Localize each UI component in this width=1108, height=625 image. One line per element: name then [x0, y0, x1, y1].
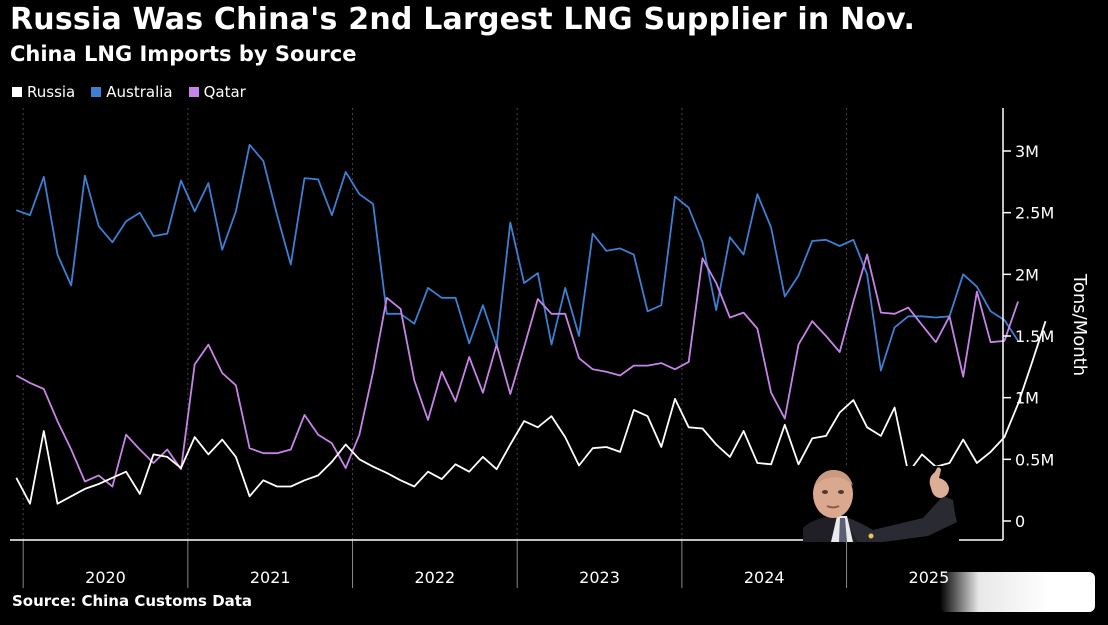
x-tick-label: 2020	[85, 568, 126, 587]
y-tick-label: 0	[1015, 512, 1025, 531]
photo-overlay-strip	[940, 572, 1095, 612]
series-lines	[15, 143, 1047, 505]
legend-label-russia: Russia	[27, 83, 76, 101]
y-tick-label: 2.5M	[1015, 204, 1054, 223]
legend-swatch-russia	[12, 87, 22, 97]
legend-label-australia: Australia	[106, 83, 173, 101]
x-tick-label: 2022	[415, 568, 456, 587]
source-note: Source: China Customs Data	[12, 592, 253, 610]
y-tick-label: 1.5M	[1015, 327, 1054, 346]
person-photo-graphic	[803, 466, 959, 542]
person-photo	[803, 466, 959, 542]
y-axis-title: Tons/Month	[1069, 273, 1090, 376]
series-line-russia[interactable]	[15, 320, 1047, 505]
series-line-australia[interactable]	[15, 143, 1019, 372]
x-tick-label: 2021	[250, 568, 291, 587]
axes: 0 0.5M 1M 1.5M 2M 2.5M 3M 2020 2021 2022 2023 2024 2…	[10, 108, 1090, 588]
chart-title: Russia Was China's 2nd Largest LNG Suppl…	[10, 2, 916, 37]
x-tick-label: 2025	[909, 568, 950, 587]
x-tick-label: 2024	[744, 568, 785, 587]
y-tick-label: 3M	[1015, 142, 1039, 161]
chart-subtitle: China LNG Imports by Source	[10, 42, 357, 66]
legend-item-australia[interactable]: Australia	[91, 83, 173, 101]
legend-item-russia[interactable]: Russia	[12, 83, 75, 101]
legend-swatch-australia	[91, 87, 102, 97]
series-line-qatar[interactable]	[15, 253, 1019, 488]
y-tick-label: 0.5M	[1015, 450, 1054, 469]
legend: Russia Australia Qatar	[12, 83, 246, 101]
x-tick-label: 2023	[579, 568, 620, 587]
legend-item-qatar[interactable]: Qatar	[188, 83, 246, 101]
y-tick-label: 2M	[1015, 265, 1039, 284]
legend-swatch-qatar	[188, 87, 199, 97]
legend-label-qatar: Qatar	[203, 83, 246, 101]
y-tick-label: 1M	[1015, 389, 1039, 408]
